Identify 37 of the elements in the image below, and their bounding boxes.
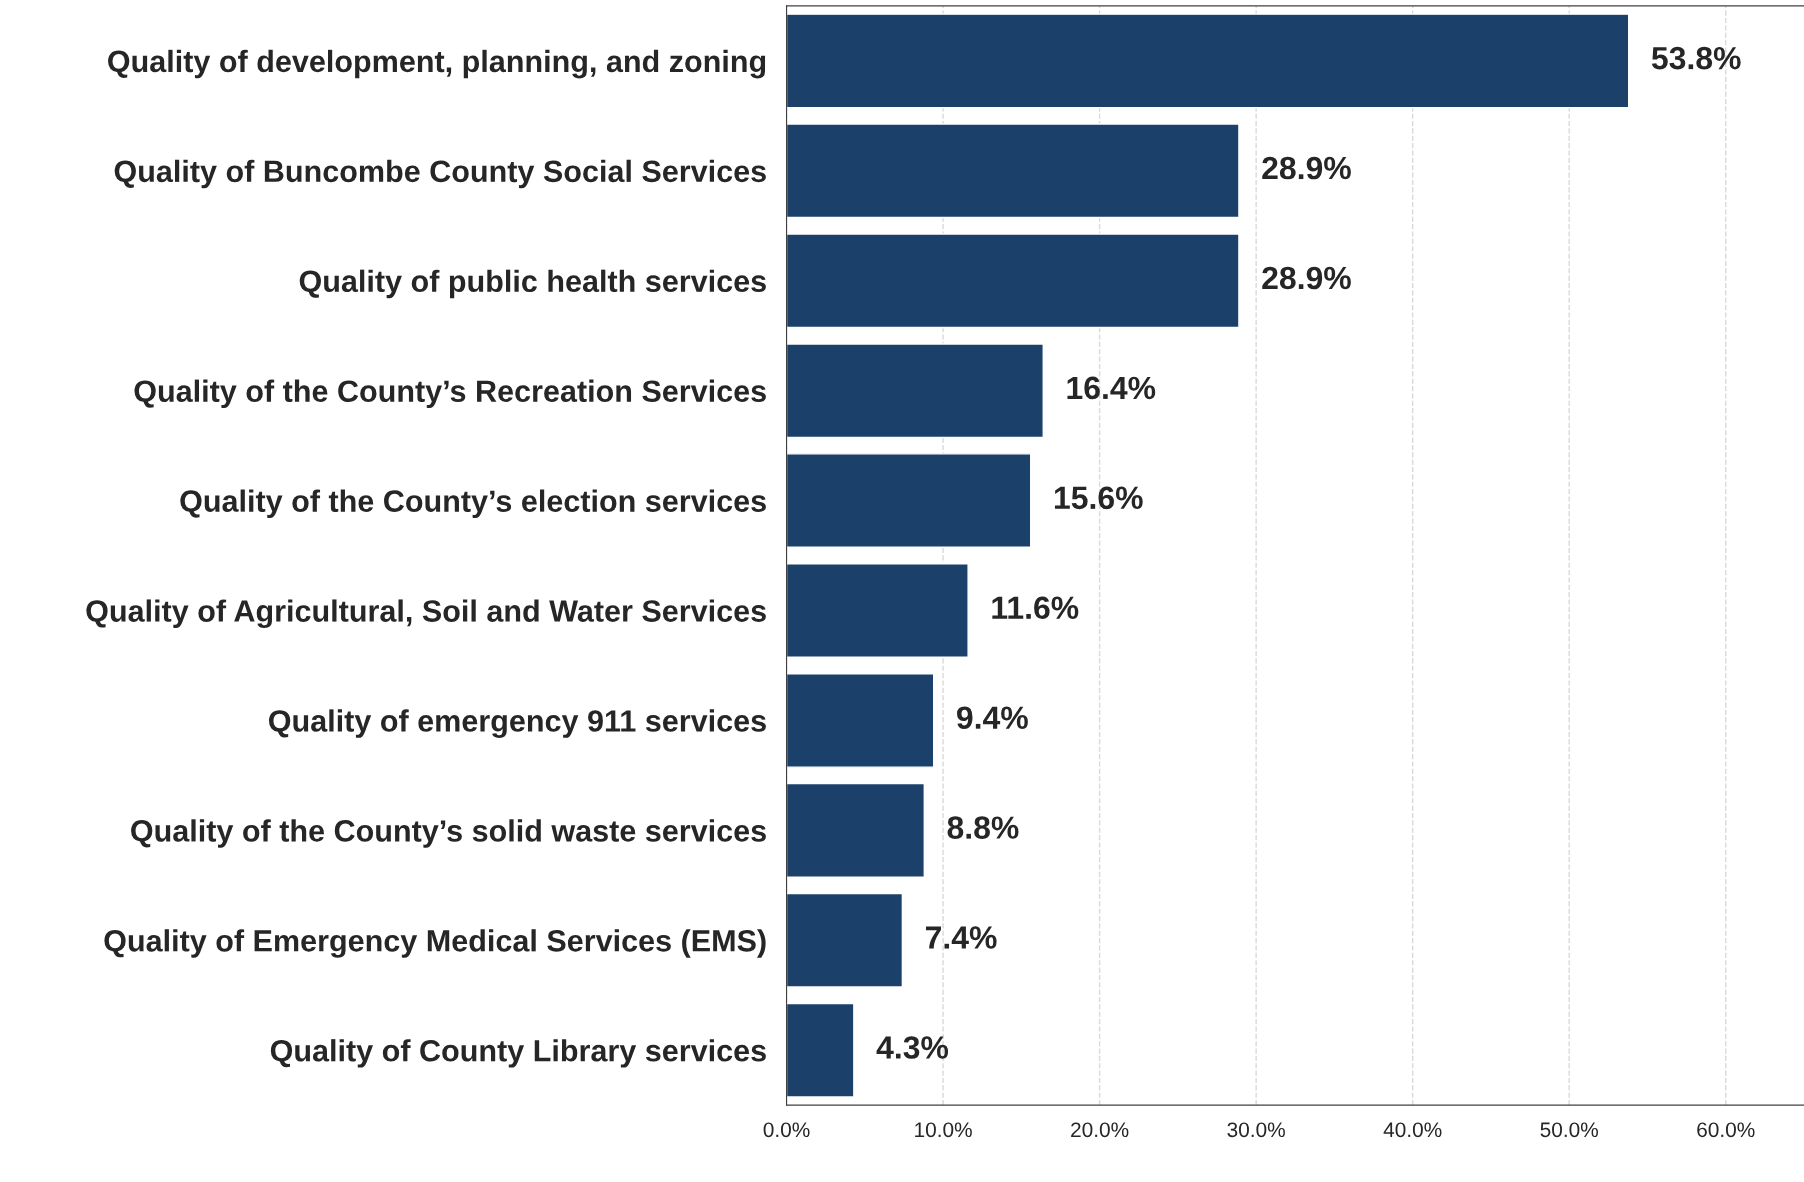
- data-label: 16.4%: [1067, 376, 1156, 400]
- y-tick-label: Quality of public health services: [299, 269, 766, 299]
- data-label: 15.6%: [1054, 486, 1143, 510]
- y-tick-label: Quality of the County’s Recreation Services: [134, 379, 766, 409]
- bar: [786, 782, 925, 878]
- y-tick-label: Quality of development, planning, and zoning: [108, 49, 766, 79]
- bar: [786, 563, 969, 658]
- data-label: 7.4%: [925, 926, 997, 949]
- bar: [786, 892, 904, 988]
- data-label: 4.3%: [876, 1036, 949, 1059]
- data-label: 28.9%: [1262, 156, 1351, 180]
- y-tick-label: Quality of Emergency Medical Services (EMS): [104, 929, 766, 958]
- y-tick-label: Quality of Agricultural, Soil and Water Services: [86, 599, 766, 629]
- x-tick-label: 50.0%: [1540, 1122, 1598, 1138]
- x-tick-label: 30.0%: [1227, 1122, 1285, 1138]
- data-label: 11.6%: [992, 596, 1079, 620]
- x-tick-label: 10.0%: [915, 1122, 972, 1138]
- data-label: 28.9%: [1262, 266, 1351, 290]
- x-tick-label: 40.0%: [1383, 1122, 1442, 1138]
- bar: [786, 453, 1032, 548]
- x-tick-label: 60.0%: [1697, 1122, 1755, 1138]
- data-label: 9.4%: [957, 706, 1028, 729]
- y-tick-label: Quality of Buncombe County Social Services: [114, 159, 766, 189]
- x-tick-label: 20.0%: [1071, 1122, 1129, 1138]
- bar: [786, 123, 1240, 219]
- data-label: 53.8%: [1651, 46, 1741, 70]
- bar: [786, 13, 1630, 109]
- bar: [786, 343, 1044, 439]
- bar: [786, 673, 935, 768]
- x-tick-label: 0.0%: [763, 1122, 810, 1138]
- bar: [786, 1002, 855, 1098]
- y-tick-label: Quality of the County’s election services: [180, 489, 766, 518]
- data-label: 8.8%: [947, 816, 1019, 839]
- y-tick-label: Quality of the County’s solid waste services: [131, 819, 766, 848]
- y-tick-label: Quality of emergency 911 services: [269, 709, 766, 738]
- y-tick-label: Quality of County Library services: [270, 1039, 766, 1068]
- bar: [786, 233, 1240, 329]
